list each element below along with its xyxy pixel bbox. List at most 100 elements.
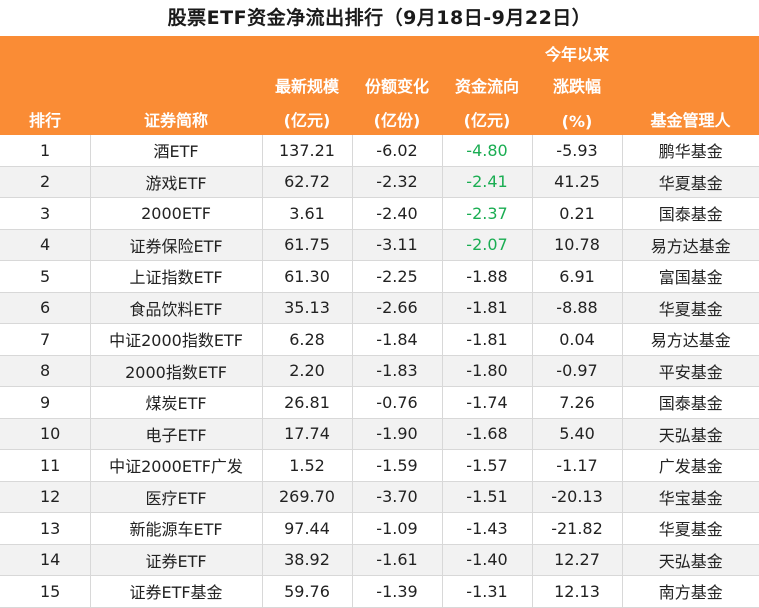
cell-manager: 国泰基金 — [621, 386, 759, 419]
cell-share-change: -1.59 — [351, 449, 442, 482]
cell-rank: 5 — [0, 260, 90, 293]
cell-rank: 15 — [0, 575, 90, 608]
table-row: 4 证券保险ETF 61.75 -3.11 -2.07 10.78 易方达基金 — [0, 229, 759, 261]
table-row: 11 中证2000ETF广发 1.52 -1.59 -1.57 -1.17 广发基金 — [0, 449, 759, 482]
header-ytd-line1: 今年以来 — [532, 36, 622, 65]
cell-name: 游戏ETF — [89, 166, 262, 198]
cell-manager: 国泰基金 — [621, 197, 759, 230]
header-flow-line1: 资金流向 — [442, 65, 532, 97]
header-ytd-line3: (%) — [532, 97, 622, 135]
cell-manager: 鹏华基金 — [621, 135, 759, 167]
cell-share-change: -1.90 — [351, 418, 442, 450]
cell-size: 61.75 — [261, 229, 352, 261]
header-flow-line2: (亿元) — [442, 97, 532, 135]
cell-rank: 7 — [0, 323, 90, 356]
cell-fund-flow: -1.31 — [441, 575, 532, 608]
cell-size: 62.72 — [261, 166, 352, 198]
cell-share-change: -2.32 — [351, 166, 442, 198]
cell-fund-flow: -4.80 — [441, 135, 532, 167]
cell-manager: 广发基金 — [621, 449, 759, 482]
cell-size: 59.76 — [261, 575, 352, 608]
cell-manager: 华夏基金 — [621, 512, 759, 545]
cell-size: 6.28 — [261, 323, 352, 356]
cell-share-change: -1.84 — [351, 323, 442, 356]
cell-fund-flow: -1.51 — [441, 481, 532, 513]
header-size-line2: (亿元) — [262, 97, 352, 135]
cell-ytd-change: 12.13 — [531, 575, 622, 608]
cell-size: 3.61 — [261, 197, 352, 230]
cell-name: 证券保险ETF — [89, 229, 262, 261]
cell-rank: 4 — [0, 229, 90, 261]
cell-rank: 12 — [0, 481, 90, 513]
header-spacer — [442, 36, 532, 65]
header-spacer — [622, 36, 759, 65]
header-name: 证券简称 — [90, 97, 262, 135]
cell-ytd-change: 6.91 — [531, 260, 622, 293]
cell-name: 中证2000ETF广发 — [89, 449, 262, 482]
cell-manager: 天弘基金 — [621, 544, 759, 576]
cell-ytd-change: -0.97 — [531, 355, 622, 387]
cell-share-change: -1.09 — [351, 512, 442, 545]
cell-share-change: -2.25 — [351, 260, 442, 293]
cell-size: 17.74 — [261, 418, 352, 450]
cell-ytd-change: -1.17 — [531, 449, 622, 482]
cell-fund-flow: -1.81 — [441, 292, 532, 324]
header-spacer — [0, 65, 90, 97]
cell-rank: 2 — [0, 166, 90, 198]
table-row: 1 酒ETF 137.21 -6.02 -4.80 -5.93 鹏华基金 — [0, 135, 759, 167]
table-row: 5 上证指数ETF 61.30 -2.25 -1.88 6.91 富国基金 — [0, 260, 759, 293]
cell-rank: 10 — [0, 418, 90, 450]
cell-ytd-change: 0.04 — [531, 323, 622, 356]
table-row: 7 中证2000指数ETF 6.28 -1.84 -1.81 0.04 易方达基金 — [0, 323, 759, 356]
cell-name: 食品饮料ETF — [89, 292, 262, 324]
cell-name: 2000指数ETF — [89, 355, 262, 387]
cell-share-change: -1.83 — [351, 355, 442, 387]
cell-manager: 天弘基金 — [621, 418, 759, 450]
cell-fund-flow: -2.07 — [441, 229, 532, 261]
header-share-line1: 份额变化 — [352, 65, 442, 97]
cell-manager: 华夏基金 — [621, 166, 759, 198]
table-row: 8 2000指数ETF 2.20 -1.83 -1.80 -0.97 平安基金 — [0, 355, 759, 387]
cell-fund-flow: -1.80 — [441, 355, 532, 387]
cell-manager: 富国基金 — [621, 260, 759, 293]
cell-rank: 14 — [0, 544, 90, 576]
cell-share-change: -0.76 — [351, 386, 442, 419]
cell-name: 电子ETF — [89, 418, 262, 450]
header-spacer — [352, 36, 442, 65]
cell-size: 2.20 — [261, 355, 352, 387]
cell-rank: 9 — [0, 386, 90, 419]
cell-size: 97.44 — [261, 512, 352, 545]
header-size-line1: 最新规模 — [262, 65, 352, 97]
cell-name: 证券ETF — [89, 544, 262, 576]
cell-ytd-change: -5.93 — [531, 135, 622, 167]
cell-size: 1.52 — [261, 449, 352, 482]
cell-fund-flow: -1.74 — [441, 386, 532, 419]
cell-ytd-change: 5.40 — [531, 418, 622, 450]
cell-fund-flow: -1.68 — [441, 418, 532, 450]
cell-size: 26.81 — [261, 386, 352, 419]
table-row: 10 电子ETF 17.74 -1.90 -1.68 5.40 天弘基金 — [0, 418, 759, 450]
table-title: 股票ETF资金净流出排行（9月18日-9月22日） — [167, 7, 592, 29]
cell-ytd-change: 12.27 — [531, 544, 622, 576]
cell-rank: 8 — [0, 355, 90, 387]
cell-manager: 平安基金 — [621, 355, 759, 387]
cell-size: 137.21 — [261, 135, 352, 167]
cell-size: 269.70 — [261, 481, 352, 513]
cell-share-change: -2.66 — [351, 292, 442, 324]
cell-rank: 6 — [0, 292, 90, 324]
cell-fund-flow: -2.37 — [441, 197, 532, 230]
cell-name: 医疗ETF — [89, 481, 262, 513]
header-ytd-line2: 涨跌幅 — [532, 65, 622, 97]
table-header: 今年以来 最新规模 份额变化 资金流向 涨跌幅 排行 证券简称 (亿元) (亿份… — [0, 36, 759, 135]
cell-ytd-change: 7.26 — [531, 386, 622, 419]
header-manager: 基金管理人 — [622, 97, 759, 135]
cell-share-change: -3.11 — [351, 229, 442, 261]
cell-manager: 华夏基金 — [621, 292, 759, 324]
cell-fund-flow: -1.57 — [441, 449, 532, 482]
cell-name: 新能源车ETF — [89, 512, 262, 545]
cell-name: 中证2000指数ETF — [89, 323, 262, 356]
table-row: 3 2000ETF 3.61 -2.40 -2.37 0.21 国泰基金 — [0, 197, 759, 230]
cell-fund-flow: -1.81 — [441, 323, 532, 356]
header-spacer — [0, 36, 90, 65]
